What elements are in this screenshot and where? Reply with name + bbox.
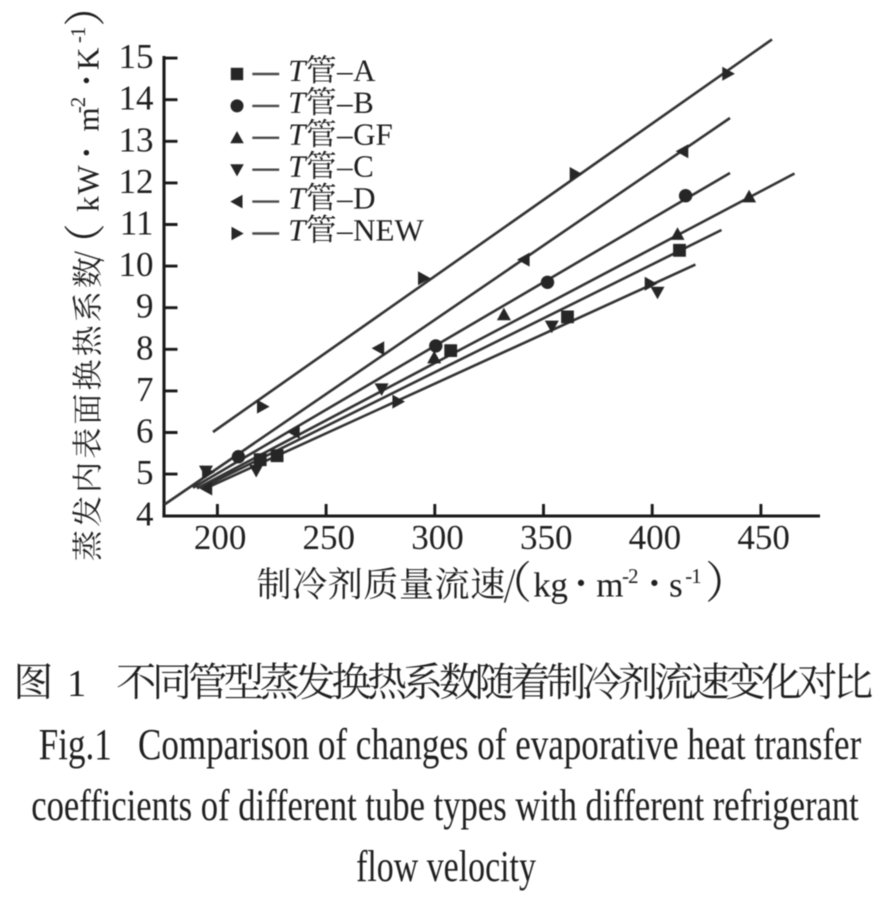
svg-text:7: 7 (136, 370, 154, 409)
svg-text:4: 4 (136, 495, 154, 534)
svg-text:11: 11 (120, 204, 154, 243)
svg-text:250: 250 (303, 518, 356, 557)
svg-text:Fig.1 Comparison of changes o: Fig.1 Comparison of changes of evaporati… (39, 720, 861, 769)
svg-text:10: 10 (119, 245, 154, 284)
svg-text:flow velocity: flow velocity (356, 843, 536, 891)
svg-text:450: 450 (737, 518, 790, 557)
svg-text:5: 5 (136, 453, 154, 492)
svg-text:13: 13 (119, 120, 154, 159)
svg-text:coefficients of different tube: coefficients of different tube types wit… (31, 781, 859, 830)
svg-text:14: 14 (119, 79, 154, 118)
svg-text:8: 8 (136, 328, 154, 367)
svg-text:9: 9 (136, 287, 154, 326)
svg-text:12: 12 (119, 162, 154, 201)
svg-text:15: 15 (119, 37, 154, 76)
svg-text:200: 200 (194, 518, 247, 557)
svg-text:400: 400 (629, 518, 682, 557)
svg-text:6: 6 (136, 412, 154, 451)
svg-text:300: 300 (411, 518, 464, 557)
svg-text:350: 350 (520, 518, 573, 557)
